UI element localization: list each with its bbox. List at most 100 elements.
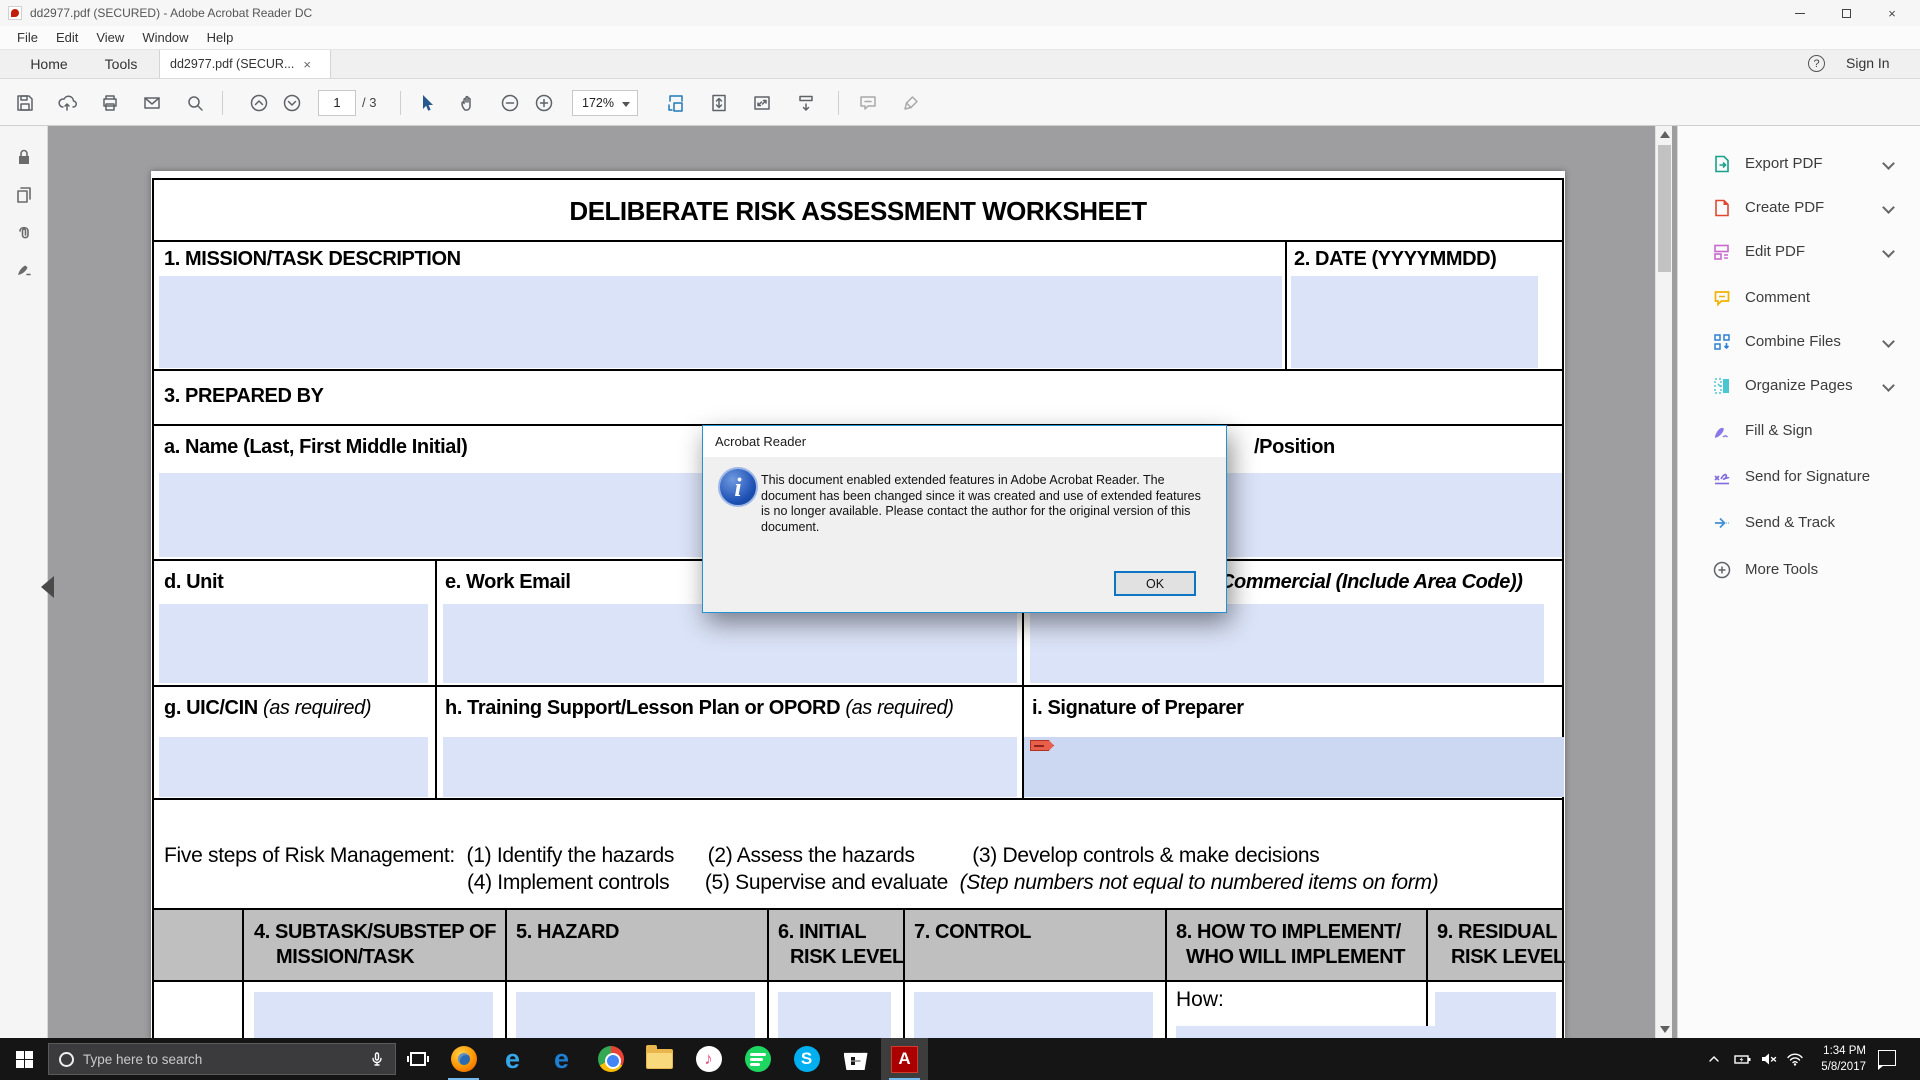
signatures-button[interactable] bbox=[7, 252, 41, 286]
previous-page-button[interactable] bbox=[242, 86, 276, 120]
attachments-button[interactable] bbox=[7, 214, 41, 248]
ok-button[interactable]: OK bbox=[1114, 571, 1196, 596]
zoom-in-button[interactable] bbox=[527, 86, 561, 120]
taskbar-file-explorer[interactable] bbox=[636, 1038, 683, 1080]
tool-organize-pages[interactable]: Organize Pages bbox=[1678, 369, 1920, 403]
taskbar-windows-store[interactable] bbox=[832, 1038, 879, 1080]
menu-edit[interactable]: Edit bbox=[55, 30, 79, 45]
unit-field[interactable] bbox=[159, 604, 428, 683]
tab-tools[interactable]: Tools bbox=[104, 56, 138, 72]
tray-battery[interactable] bbox=[1730, 1038, 1756, 1080]
comment-tool-button[interactable] bbox=[851, 86, 885, 120]
fullscreen-button[interactable] bbox=[745, 86, 779, 120]
position-field[interactable] bbox=[1173, 473, 1562, 557]
action-center-icon[interactable] bbox=[1877, 1050, 1896, 1070]
page-thumbnails-button[interactable] bbox=[7, 178, 41, 212]
taskbar-edge[interactable]: e bbox=[538, 1038, 585, 1080]
tool-fill-sign[interactable]: Fill & Sign bbox=[1678, 414, 1920, 448]
taskbar-firefox[interactable] bbox=[440, 1038, 487, 1080]
tool-send-track[interactable]: Send & Track bbox=[1678, 506, 1920, 540]
scroll-down-arrow[interactable] bbox=[1660, 1026, 1670, 1033]
maximize-button[interactable] bbox=[1823, 0, 1869, 26]
scroll-up-arrow[interactable] bbox=[1660, 131, 1670, 138]
taskbar-chrome[interactable] bbox=[587, 1038, 634, 1080]
window-title: dd2977.pdf (SECURED) - Adobe Acrobat Rea… bbox=[30, 6, 313, 20]
select-tool-button[interactable] bbox=[409, 86, 443, 120]
initial-risk-field[interactable] bbox=[778, 992, 891, 1042]
subtask-field[interactable] bbox=[254, 992, 493, 1042]
taskbar-acrobat-reader[interactable]: A bbox=[881, 1038, 928, 1080]
tool-comment[interactable]: Comment bbox=[1678, 281, 1920, 315]
scrollbar-thumb[interactable] bbox=[1658, 145, 1671, 272]
menu-view[interactable]: View bbox=[96, 30, 125, 45]
tray-time: 1:34 PM bbox=[1823, 1045, 1866, 1057]
zoom-level-dropdown[interactable]: 172% bbox=[572, 90, 638, 116]
hazard-field[interactable] bbox=[516, 992, 755, 1042]
taskbar-spotify[interactable] bbox=[734, 1038, 781, 1080]
tab-document[interactable]: dd2977.pdf (SECUR... × bbox=[159, 50, 331, 78]
chevron-down-icon[interactable] bbox=[1882, 201, 1895, 214]
phone-field[interactable] bbox=[1030, 604, 1544, 683]
menu-help[interactable]: Help bbox=[206, 30, 234, 45]
residual-risk-field[interactable] bbox=[1435, 992, 1556, 1042]
tray-clock[interactable]: 1:34 PM 5/8/2017 bbox=[1806, 1043, 1866, 1075]
chevron-down-icon[interactable] bbox=[1882, 379, 1895, 392]
tray-volume[interactable] bbox=[1756, 1038, 1782, 1080]
control-field[interactable] bbox=[914, 992, 1153, 1042]
previous-page-arrow[interactable] bbox=[41, 576, 54, 598]
chevron-down-icon[interactable] bbox=[1882, 157, 1895, 170]
taskbar-search[interactable] bbox=[48, 1043, 396, 1075]
tray-network[interactable] bbox=[1782, 1038, 1808, 1080]
tool-export-pdf[interactable]: Export PDF bbox=[1678, 147, 1920, 181]
start-button[interactable] bbox=[0, 1038, 48, 1080]
task-view-button[interactable] bbox=[396, 1038, 440, 1080]
signature-tag-icon[interactable] bbox=[1030, 740, 1054, 751]
email-field[interactable] bbox=[443, 604, 1017, 683]
minimize-button[interactable] bbox=[1777, 0, 1823, 26]
security-lock-button[interactable] bbox=[7, 140, 41, 174]
taskbar-itunes[interactable]: ♪ bbox=[685, 1038, 732, 1080]
menu-window[interactable]: Window bbox=[142, 30, 189, 45]
tab-close-icon[interactable]: × bbox=[303, 56, 311, 72]
menu-file[interactable]: File bbox=[17, 30, 38, 45]
tab-home[interactable]: Home bbox=[30, 56, 68, 72]
email-button[interactable] bbox=[135, 86, 169, 120]
col-implement-header: 8. HOW TO IMPLEMENT/WHO WILL IMPLEMENT bbox=[1176, 921, 1406, 968]
close-button[interactable]: × bbox=[1869, 0, 1915, 26]
signature-field[interactable] bbox=[1024, 737, 1564, 797]
search-input[interactable] bbox=[83, 1051, 369, 1067]
taskbar-skype[interactable]: S bbox=[783, 1038, 830, 1080]
microphone-icon[interactable] bbox=[369, 1051, 385, 1067]
dock-toolbar-button[interactable] bbox=[789, 86, 823, 120]
print-button[interactable] bbox=[93, 86, 127, 120]
scrolling-mode-button[interactable] bbox=[659, 86, 693, 120]
tool-create-pdf[interactable]: Create PDF bbox=[1678, 191, 1920, 225]
zoom-out-button[interactable] bbox=[493, 86, 527, 120]
help-button[interactable]: ? bbox=[1808, 55, 1825, 72]
chevron-down-icon[interactable] bbox=[1882, 335, 1895, 348]
save-button[interactable] bbox=[8, 86, 42, 120]
risk-assessment-form: DELIBERATE RISK ASSESSMENT WORKSHEET 1. … bbox=[152, 178, 1565, 1042]
tool-send-for-signature[interactable]: Send for Signature bbox=[1678, 460, 1920, 494]
upload-cloud-button[interactable] bbox=[50, 86, 84, 120]
tool-edit-pdf[interactable]: Edit PDF bbox=[1678, 235, 1920, 269]
hand-tool-button[interactable] bbox=[451, 86, 485, 120]
tray-show-hidden-icons[interactable] bbox=[1700, 1038, 1728, 1080]
taskbar-internet-explorer[interactable]: e bbox=[489, 1038, 536, 1080]
search-button[interactable] bbox=[178, 86, 212, 120]
fit-page-button[interactable] bbox=[702, 86, 736, 120]
uic-field[interactable] bbox=[159, 737, 428, 797]
next-page-button[interactable] bbox=[275, 86, 309, 120]
tool-more-tools[interactable]: More Tools bbox=[1678, 553, 1920, 587]
vertical-scrollbar[interactable] bbox=[1655, 126, 1672, 1038]
signature-label: i. Signature of Preparer bbox=[1032, 697, 1244, 719]
sign-in-button[interactable]: Sign In bbox=[1846, 55, 1890, 71]
export-pdf-icon bbox=[1711, 153, 1733, 175]
mission-field[interactable] bbox=[159, 276, 1282, 368]
chevron-down-icon[interactable] bbox=[1882, 245, 1895, 258]
date-field[interactable] bbox=[1291, 276, 1538, 368]
training-field[interactable] bbox=[443, 737, 1017, 797]
tool-combine-files[interactable]: Combine Files bbox=[1678, 325, 1920, 359]
highlight-tool-button[interactable] bbox=[894, 86, 928, 120]
page-number-input[interactable]: 1 bbox=[318, 90, 356, 116]
